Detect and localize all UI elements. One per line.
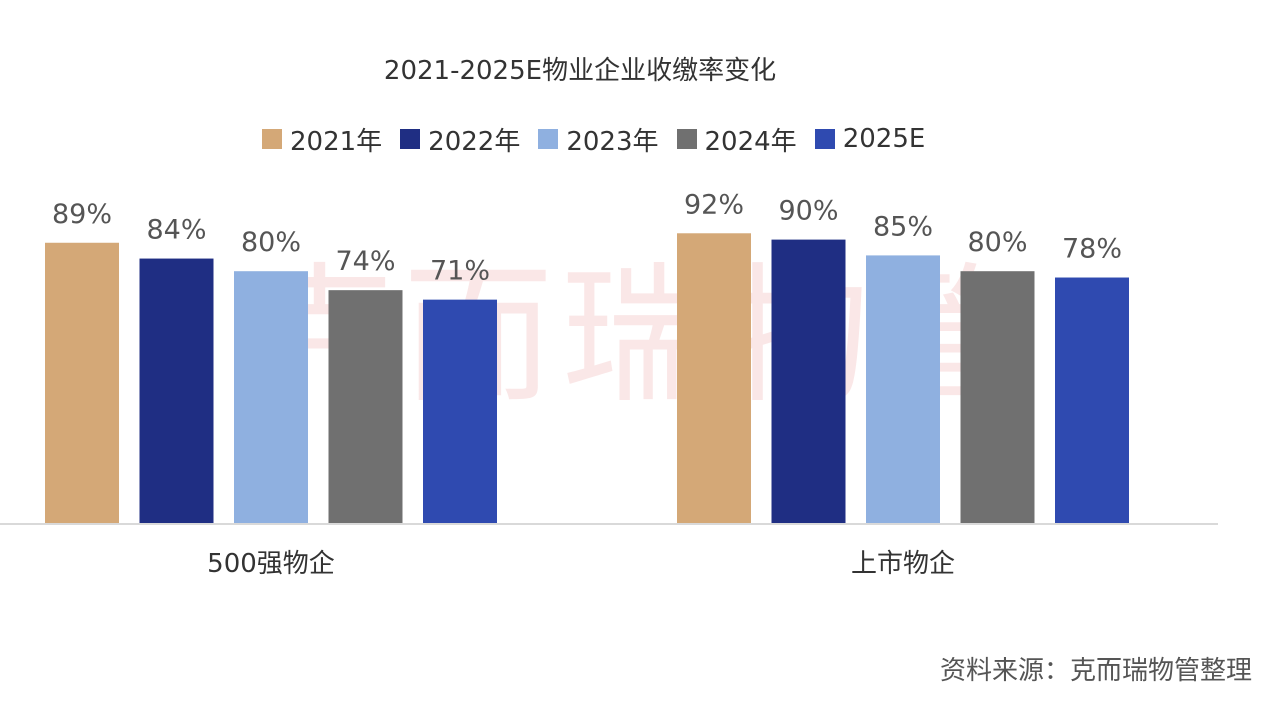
data-label: 80% [967, 227, 1027, 258]
bar-1-2 [139, 258, 214, 524]
legend-swatch [676, 129, 697, 149]
data-label: 89% [52, 199, 112, 230]
data-label: 90% [778, 196, 838, 227]
legend-label: 2025E [842, 124, 926, 154]
bar-1-1 [45, 242, 119, 524]
data-label: 78% [1062, 234, 1122, 265]
bar-2-2 [771, 239, 846, 524]
chart-legend: 2021年 2022年 2023年 2024年 2025E [262, 121, 926, 158]
bar-2-1 [677, 233, 751, 524]
legend-label: 2021年 [290, 126, 383, 157]
data-label: 71% [430, 256, 490, 287]
data-label: 80% [241, 227, 301, 258]
legend-item-1: 2021年 [262, 121, 382, 158]
chart-title: 2021-2025E物业企业收缴率变化 [383, 56, 777, 86]
data-label: 85% [873, 211, 933, 242]
legend-item-3: 2023年 [538, 121, 659, 158]
legend-label: 2022年 [428, 126, 521, 157]
legend-item-4: 2024年 [676, 121, 797, 158]
data-label: 84% [146, 215, 206, 246]
data-label: 74% [335, 246, 395, 277]
data-label: 92% [684, 189, 744, 220]
legend-swatch [262, 129, 282, 149]
legend-label: 2023年 [566, 126, 659, 157]
legend-item-5: 2025E [814, 124, 926, 154]
bar-2-4 [960, 271, 1035, 524]
bar-1-5 [423, 299, 497, 524]
legend-swatch [538, 129, 559, 149]
legend-swatch [814, 129, 835, 149]
bar-1-4 [328, 290, 403, 524]
bar-2-5 [1055, 277, 1129, 524]
bar-2-3 [866, 255, 940, 524]
x-tick-label: 上市物企 [851, 549, 955, 579]
bar-1-3 [234, 271, 308, 524]
legend-swatch [400, 129, 421, 149]
legend-item-2: 2022年 [400, 121, 520, 158]
x-tick-label: 500强物企 [207, 549, 335, 579]
source-note: 资料来源：克而瑞物管整理 [939, 656, 1252, 686]
legend-label: 2024年 [704, 126, 797, 157]
